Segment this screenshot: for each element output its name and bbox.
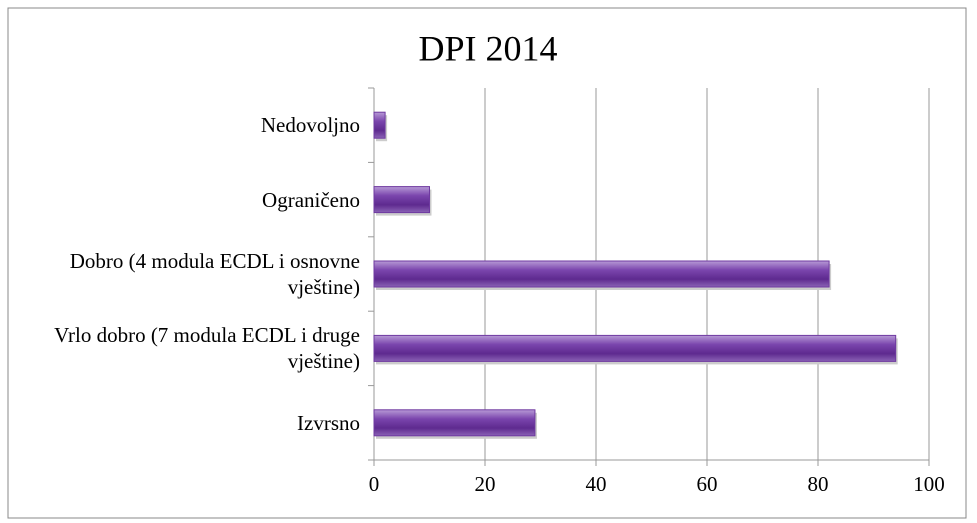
bar [373,334,897,362]
x-tick-label: 60 [697,472,718,496]
chart-border [7,7,967,519]
x-tick-label: 0 [369,472,380,496]
y-tick-label: Vrlo dobro (7 modula ECDL i druge vješti… [54,323,360,374]
bar [373,260,830,288]
bar [373,186,430,214]
x-tick-label: 80 [808,472,829,496]
y-tick-label: Izvrsno [297,410,360,435]
bar [373,409,536,437]
y-tick-label: Nedovoljno [260,113,360,138]
y-tick-label: Ograničeno [262,187,360,212]
bar [373,111,386,139]
x-tick-label: 100 [913,472,945,496]
x-tick-label: 40 [586,472,607,496]
x-tick-label: 20 [475,472,496,496]
y-tick-label: Dobro (4 modula ECDL i osnovne vještine) [69,249,360,299]
chart-title: DPI 2014 [418,28,557,68]
